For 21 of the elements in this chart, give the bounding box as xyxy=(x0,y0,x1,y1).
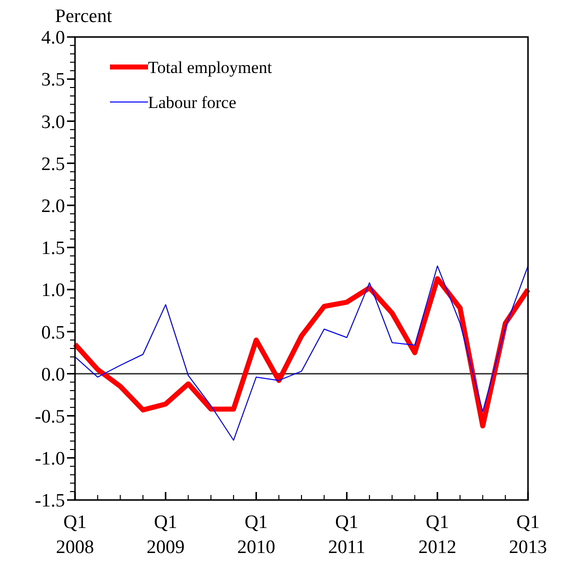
y-tick-label: 3.0 xyxy=(41,112,65,133)
y-tick-label: 1.5 xyxy=(41,238,65,260)
y-tick-label: -1.5 xyxy=(34,490,65,512)
x-tick-label: Q1 2009 xyxy=(146,512,185,558)
x-tick-label: Q1 2011 xyxy=(328,512,366,558)
y-tick-label: 4.0 xyxy=(41,28,65,49)
y-tick-label: 2.5 xyxy=(41,154,65,175)
y-tick-label: 3.5 xyxy=(41,70,65,91)
y-tick-label: 1.0 xyxy=(41,280,65,302)
x-tick-label: Q1 2010 xyxy=(237,512,276,558)
y-axis-title: Percent xyxy=(55,6,113,27)
y-tick-label: 0.0 xyxy=(41,364,65,386)
y-tick-label: -1.0 xyxy=(34,448,65,470)
x-tick-label: Q1 2008 xyxy=(56,512,94,558)
legend-label: Total employment xyxy=(148,58,272,77)
x-tick-label: Q1 2013 xyxy=(509,512,547,558)
legend-label: Labour force xyxy=(148,92,236,112)
x-tick-label: Q1 2012 xyxy=(418,512,456,558)
y-tick-label: 2.0 xyxy=(41,196,65,218)
y-tick-label: 0.5 xyxy=(41,322,65,344)
y-tick-label: -0.5 xyxy=(34,406,65,428)
